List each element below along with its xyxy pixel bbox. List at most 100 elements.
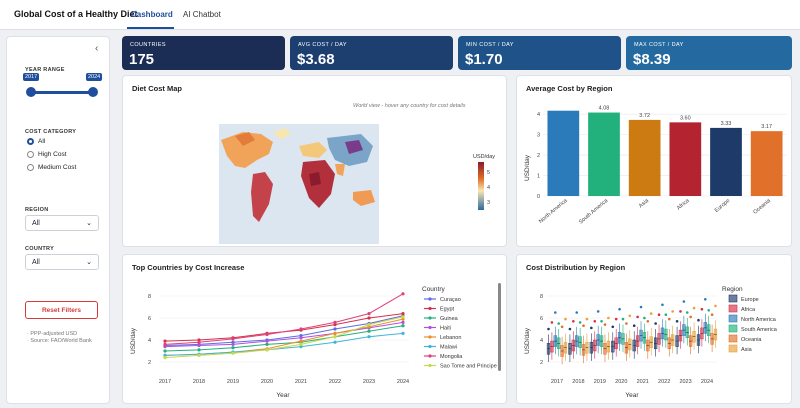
bar[interactable] (750, 131, 783, 196)
data-point[interactable] (299, 342, 303, 346)
data-point[interactable] (299, 345, 303, 349)
outlier-point[interactable] (585, 317, 589, 321)
legend-entry[interactable]: Lebanon (440, 335, 461, 341)
year-max-handle[interactable] (88, 87, 98, 97)
data-point[interactable] (265, 348, 269, 352)
outlier-point[interactable] (575, 311, 579, 314)
legend-entry[interactable]: Egypt (440, 307, 455, 313)
outlier-point[interactable] (564, 317, 567, 321)
region-select[interactable]: All ⌄ (25, 215, 99, 231)
data-point[interactable] (367, 316, 371, 320)
outlier-point[interactable] (639, 305, 643, 309)
category-option-high-cost[interactable]: High Cost (27, 151, 67, 158)
outlier-point[interactable] (560, 325, 564, 329)
category-option-medium-cost[interactable]: Medium Cost (27, 164, 76, 171)
legend-entry[interactable]: Africa (741, 307, 756, 313)
outlier-point[interactable] (704, 298, 707, 301)
reset-filters-button[interactable]: Reset Filters (25, 301, 98, 319)
outlier-point[interactable] (578, 321, 582, 324)
outlier-point[interactable] (550, 321, 554, 324)
data-point[interactable] (163, 353, 167, 357)
data-point[interactable] (231, 340, 235, 344)
outlier-point[interactable] (664, 313, 668, 316)
canada-shape[interactable] (235, 132, 255, 146)
data-point[interactable] (401, 292, 405, 296)
outlier-point[interactable] (714, 304, 717, 308)
outlier-point[interactable] (557, 322, 560, 325)
outlier-point[interactable] (628, 314, 632, 318)
legend-entry[interactable]: Europe (741, 297, 759, 303)
outlier-point[interactable] (661, 303, 664, 307)
data-point[interactable] (367, 312, 371, 316)
data-point[interactable] (231, 337, 235, 341)
data-point[interactable] (163, 342, 167, 346)
outlier-point[interactable] (568, 327, 572, 331)
bar[interactable] (588, 112, 620, 196)
data-point[interactable] (333, 320, 337, 324)
data-point[interactable] (333, 323, 337, 327)
data-point[interactable] (231, 342, 235, 346)
data-point[interactable] (401, 317, 405, 321)
outlier-point[interactable] (682, 300, 686, 303)
outlier-point[interactable] (667, 317, 671, 321)
data-point[interactable] (231, 346, 235, 350)
legend-entry[interactable]: Sao Tome and Principe (440, 364, 497, 370)
outlier-point[interactable] (607, 316, 610, 320)
data-point[interactable] (231, 351, 235, 355)
data-point[interactable] (163, 349, 167, 353)
outlier-point[interactable] (621, 317, 625, 321)
outlier-point[interactable] (689, 315, 692, 319)
north-america-shape[interactable] (221, 132, 273, 168)
outlier-point[interactable] (572, 320, 575, 323)
central-africa-shape[interactable] (309, 172, 321, 186)
data-point[interactable] (197, 353, 201, 357)
data-point[interactable] (299, 339, 303, 343)
data-point[interactable] (197, 343, 201, 348)
outlier-point[interactable] (692, 306, 696, 310)
year-range-track[interactable] (29, 91, 93, 94)
data-point[interactable] (197, 348, 201, 352)
bar[interactable] (547, 110, 580, 196)
outlier-point[interactable] (671, 310, 674, 313)
outlier-point[interactable] (611, 325, 615, 329)
world-map[interactable]: USD/day 5 4 3 (123, 76, 508, 248)
bar[interactable] (628, 119, 661, 196)
series-line[interactable] (164, 315, 404, 346)
legend-entry[interactable]: South America (741, 327, 778, 333)
outlier-point[interactable] (554, 311, 557, 314)
data-point[interactable] (197, 340, 201, 344)
outlier-point[interactable] (700, 307, 704, 311)
australia-shape[interactable] (353, 190, 375, 206)
data-point[interactable] (299, 336, 303, 340)
legend-entry[interactable]: Mongolia (440, 354, 463, 360)
legend-entry[interactable]: Asia (741, 347, 753, 353)
bar[interactable] (669, 122, 702, 196)
series-line[interactable] (164, 332, 404, 356)
tab-dashboard[interactable]: Dashboard (131, 10, 173, 19)
data-point[interactable] (367, 325, 371, 329)
legend-entry[interactable]: Malawi (440, 345, 457, 351)
data-point[interactable] (333, 335, 337, 339)
outlier-point[interactable] (710, 313, 714, 316)
bar[interactable] (710, 127, 742, 196)
data-point[interactable] (163, 339, 167, 343)
series-line[interactable] (164, 316, 404, 359)
outlier-point[interactable] (679, 310, 682, 313)
outlier-point[interactable] (618, 307, 621, 311)
outlier-point[interactable] (600, 320, 603, 323)
data-point[interactable] (367, 323, 371, 327)
series-line[interactable] (164, 321, 404, 348)
data-point[interactable] (401, 320, 405, 324)
outlier-point[interactable] (707, 309, 710, 312)
outlier-point[interactable] (636, 315, 639, 319)
outlier-point[interactable] (603, 323, 607, 326)
tab-ai-chatbot[interactable]: AI Chatbot (183, 10, 221, 19)
outlier-point[interactable] (582, 324, 585, 327)
data-point[interactable] (333, 340, 337, 344)
outlier-point[interactable] (657, 313, 661, 316)
data-point[interactable] (265, 342, 269, 346)
legend-entry[interactable]: Haiti (440, 326, 451, 332)
country-select[interactable]: All ⌄ (25, 254, 99, 270)
greenland-shape[interactable] (273, 128, 291, 140)
data-point[interactable] (367, 329, 371, 333)
